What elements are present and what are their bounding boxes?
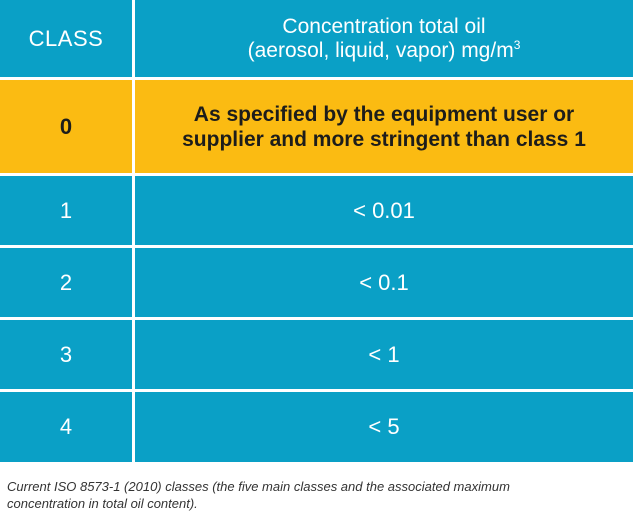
concentration-line1: As specified by the equipment user or [193,102,575,126]
table-row-class-1: 1 < 0.01 [0,176,633,245]
table-row-class-0: 0 As specified by the equipment user or … [0,80,633,173]
header-concentration-cell: Concentration total oil (aerosol, liquid… [135,0,633,77]
concentration-cell: < 0.1 [135,248,633,317]
class-value: 0 [59,113,73,139]
concentration-value: < 5 [368,414,400,439]
concentration-value: < 0.1 [359,269,409,295]
header-unit-superscript: 3 [513,37,521,52]
header-class-label: CLASS [28,25,104,51]
class-cell: 2 [0,248,132,317]
class-value: 4 [59,414,73,439]
concentration-value: < 0.01 [353,197,415,223]
table-row-class-4: 4 < 5 [0,392,633,462]
concentration-value: As specified by the equipment user or su… [182,102,586,152]
concentration-cell: < 1 [135,320,633,389]
class-value: 3 [59,341,73,367]
class-cell: 3 [0,320,132,389]
concentration-cell: As specified by the equipment user or su… [135,80,633,173]
class-cell: 0 [0,80,132,173]
header-concentration-line1: Concentration total oil [282,14,486,38]
caption-line2: concentration in total oil content). [7,496,198,511]
class-cell: 1 [0,176,132,245]
header-concentration-line2: (aerosol, liquid, vapor) mg/m [247,38,514,62]
table-caption: Current ISO 8573-1 (2010) classes (the f… [7,478,627,512]
table-row-class-3: 3 < 1 [0,320,633,389]
table-row-class-2: 2 < 0.1 [0,248,633,317]
header-class-cell: CLASS [0,0,132,77]
concentration-cell: < 5 [135,392,633,462]
caption-line1: Current ISO 8573-1 (2010) classes (the f… [7,479,510,494]
class-value: 1 [59,197,73,223]
concentration-line2: supplier and more stringent than class 1 [182,127,586,151]
class-cell: 4 [0,392,132,462]
concentration-cell: < 0.01 [135,176,633,245]
table-header-row: CLASS Concentration total oil (aerosol, … [0,0,633,77]
oil-concentration-table: CLASS Concentration total oil (aerosol, … [0,0,633,462]
concentration-value: < 1 [368,341,400,367]
header-concentration-label: Concentration total oil (aerosol, liquid… [248,15,521,63]
class-value: 2 [59,269,73,295]
